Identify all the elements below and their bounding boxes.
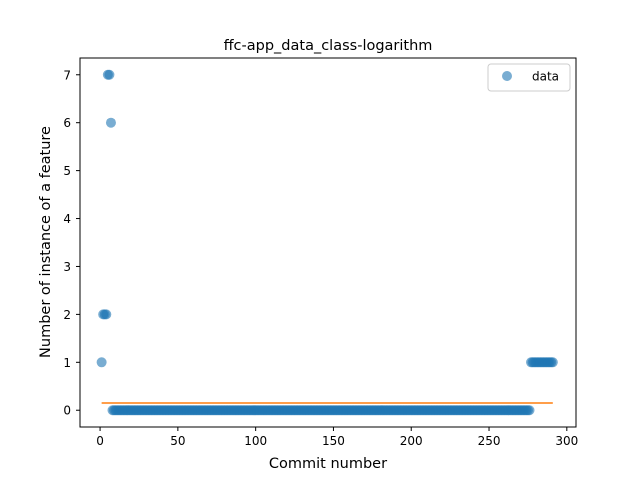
x-tick-label: 250 [478,434,501,448]
chart-title: ffc-app_data_class-logarithm [224,38,433,54]
legend-marker-data [502,71,512,81]
y-tick-label: 2 [63,308,71,322]
y-tick-label: 4 [63,212,71,226]
x-tick-label: 0 [96,434,104,448]
x-tick-label: 200 [400,434,423,448]
y-tick-label: 5 [63,164,71,178]
plot-area-frame [79,57,577,428]
y-tick-label: 7 [63,68,71,82]
data-point [547,357,558,368]
x-axis-ticks: 0 50 100 150 200 250 300 [96,427,578,448]
y-tick-label: 3 [63,260,71,274]
data-point [524,405,535,416]
y-tick-label: 1 [63,356,71,370]
legend-box [487,63,571,92]
x-tick-label: 50 [170,434,185,448]
data-point [104,69,115,80]
x-tick-label: 150 [322,434,345,448]
x-tick-label: 300 [555,434,578,448]
legend: data [487,63,571,92]
x-tick-label: 100 [244,434,267,448]
x-axis-label: Commit number [269,456,387,472]
y-tick-label: 6 [63,116,71,130]
data-point [101,309,112,320]
y-tick-label: 0 [63,404,71,418]
y-axis-ticks: 0 1 2 3 4 5 6 7 [63,68,80,418]
data-point [96,357,107,368]
y-axis-label: Number of instance of a feature [38,126,54,358]
data-point [105,117,116,128]
data-points-layer [96,69,558,416]
legend-label-data: data [532,70,559,84]
